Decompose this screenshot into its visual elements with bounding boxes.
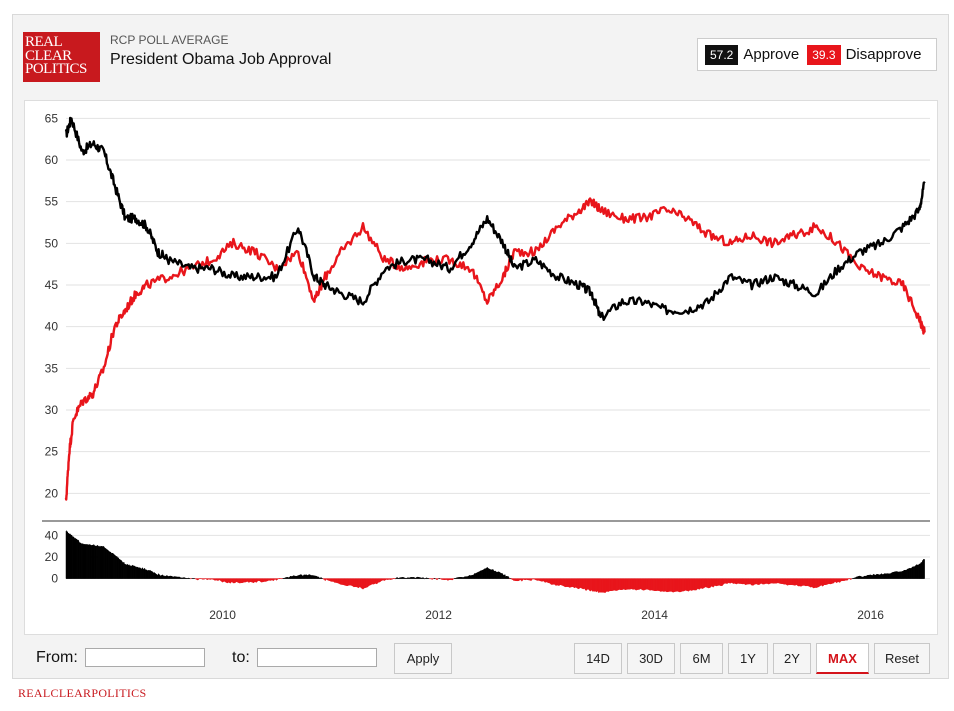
approve-legend-label: Approve — [743, 46, 800, 63]
y-tick-label-20: 20 — [45, 486, 59, 500]
y-tick-label-60: 60 — [45, 153, 59, 167]
legend: 57.2 Approve 39.3 Disapprove — [697, 38, 937, 71]
x-tick-labels: 2010 2012 2014 2016 — [209, 608, 884, 622]
y-tick-label-25: 25 — [45, 445, 59, 459]
range-max-button[interactable]: MAX — [816, 643, 869, 674]
logo-line-3: POLITICS — [25, 61, 87, 77]
series-lines — [64, 116, 926, 501]
x-tick-label-2012: 2012 — [425, 608, 452, 622]
y-tick-label-35: 35 — [45, 361, 59, 375]
y-tick-label-55: 55 — [45, 195, 59, 209]
controls-bar: From: to: Apply 14D 30D 6M 1Y 2Y MAX Res… — [24, 636, 938, 680]
from-date-input[interactable] — [85, 648, 205, 667]
to-label: to: — [232, 649, 250, 666]
logo-line-2: CLEAR — [25, 47, 72, 64]
rcp-logo: REAL CLEAR POLITICS — [23, 32, 100, 82]
series-line-approve — [64, 116, 926, 322]
main-gridlines — [66, 117, 930, 494]
reset-button[interactable]: Reset — [874, 643, 930, 674]
approve-value-badge: 57.2 — [705, 44, 739, 65]
series-line-disapprove — [64, 197, 926, 501]
apply-button[interactable]: Apply — [394, 643, 452, 674]
range-14d-button[interactable]: 14D — [574, 643, 622, 674]
range-1y-button[interactable]: 1Y — [728, 643, 768, 674]
footer-brand: REALCLEARPOLITICS — [18, 686, 147, 700]
x-tick-label-2016: 2016 — [857, 608, 884, 622]
y-tick-label-30: 30 — [45, 403, 59, 417]
x-tick-label-2014: 2014 — [641, 608, 668, 622]
spread-areas — [65, 530, 925, 594]
disapprove-value-badge: 39.3 — [807, 44, 841, 65]
x-tick-label-2010: 2010 — [209, 608, 236, 622]
main-y-tick-labels: 20 25 30 35 40 45 50 55 60 65 — [45, 111, 59, 500]
range-30d-button[interactable]: 30D — [627, 643, 675, 674]
from-label: From: — [36, 649, 78, 666]
range-2y-button[interactable]: 2Y — [773, 643, 811, 674]
spread-y-tick-label-40: 40 — [45, 528, 59, 542]
y-tick-label-50: 50 — [45, 236, 59, 250]
y-tick-label-65: 65 — [45, 111, 59, 125]
chart-subtitle: RCP POLL AVERAGE — [110, 33, 229, 47]
to-date-input[interactable] — [257, 648, 377, 667]
y-tick-label-45: 45 — [45, 278, 59, 292]
spread-y-tick-label-20: 20 — [45, 550, 59, 564]
y-tick-label-40: 40 — [45, 320, 59, 334]
chart-title: President Obama Job Approval — [110, 51, 332, 68]
spread-y-tick-labels: 0 20 40 — [45, 528, 59, 585]
range-6m-button[interactable]: 6M — [680, 643, 723, 674]
chart-area — [24, 100, 938, 635]
disapprove-legend-label: Disapprove — [845, 46, 922, 63]
logo-line-1: REAL — [25, 34, 63, 50]
spread-y-tick-label-0: 0 — [51, 572, 58, 586]
